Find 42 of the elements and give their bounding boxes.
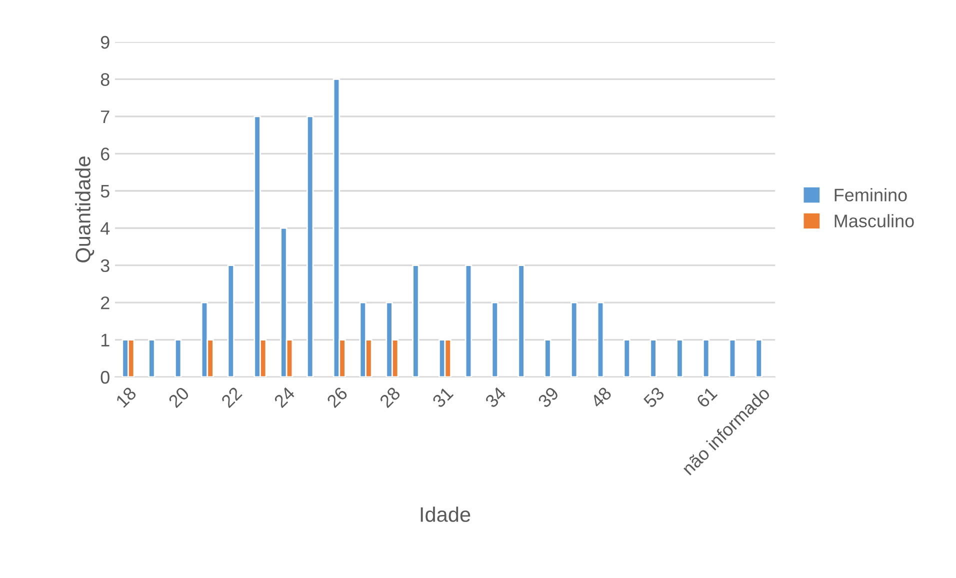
x-tick-label: 31 [432, 386, 454, 408]
x-tick-label: 48 [590, 386, 612, 409]
bar [306, 116, 314, 377]
x-tick-label: 18 [115, 386, 138, 408]
x-tick-label: 53 [642, 386, 666, 408]
x-tick-label: 34 [484, 386, 507, 408]
bar [518, 264, 525, 377]
bar [174, 339, 182, 377]
bar [544, 339, 552, 377]
bar [464, 264, 472, 377]
bar [491, 302, 498, 377]
bar [702, 339, 710, 377]
bar [412, 264, 420, 377]
bar [570, 302, 578, 377]
bar [676, 339, 684, 377]
y-tick-label: 6 [101, 148, 110, 160]
y-tick-label: 8 [100, 73, 110, 86]
y-tick-label: 0 [100, 370, 110, 384]
bar [755, 339, 762, 377]
bar [148, 339, 156, 377]
x-tick-label: 39 [537, 386, 560, 408]
x-tick-label: 24 [273, 386, 296, 408]
bar [227, 264, 234, 377]
legend-label: Feminino [834, 188, 907, 202]
bar [650, 339, 657, 377]
x-tick-label: 26 [326, 386, 348, 408]
y-tick-label: 3 [100, 259, 110, 272]
x-axis-title: Idade [420, 506, 470, 522]
y-axis-title: Quantidade [75, 156, 94, 262]
y-tick-label: 5 [100, 185, 110, 198]
y-tick-label: 7 [101, 110, 110, 123]
bar [596, 302, 604, 377]
y-tick-label: 4 [100, 222, 110, 235]
x-tick-label: 22 [220, 386, 242, 408]
bar [728, 339, 736, 377]
x-tick-label: 20 [168, 386, 190, 408]
legend-label: Masculino [834, 214, 914, 228]
x-tick-label: 28 [378, 386, 402, 408]
bar [623, 339, 630, 377]
y-tick-label: 9 [100, 36, 110, 49]
y-tick-label: 2 [101, 296, 110, 310]
y-tick-label: 1 [101, 334, 110, 346]
